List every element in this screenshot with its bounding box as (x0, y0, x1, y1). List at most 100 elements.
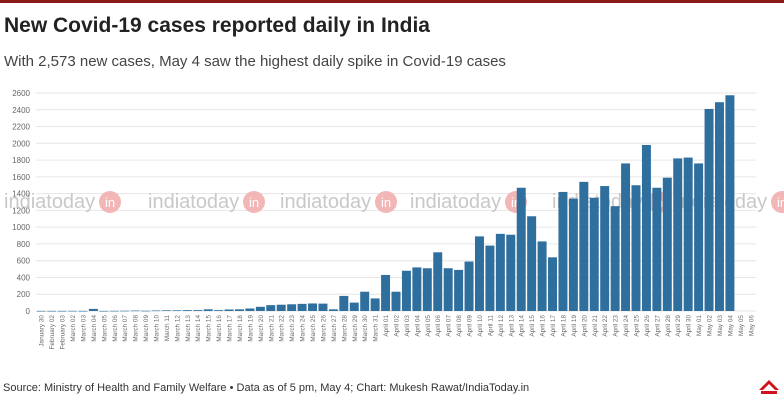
x-tick-label: March 19 (247, 315, 254, 342)
bar (266, 305, 276, 311)
x-tick-label: May 03 (717, 315, 724, 336)
x-tick-label: March 11 (164, 315, 171, 342)
x-tick-label: April 08 (456, 315, 463, 337)
bar (370, 298, 380, 311)
y-tick-label: 2200 (12, 123, 30, 132)
bar (662, 177, 672, 311)
x-tick-label: March 17 (227, 315, 234, 342)
bar (182, 310, 192, 311)
x-tick-label: March 09 (143, 315, 150, 342)
watermark-badge (243, 191, 265, 213)
x-tick-label: May 01 (696, 315, 703, 336)
bar (339, 295, 349, 311)
y-tick-label: 0 (26, 307, 31, 316)
watermark-text: indiatoday (148, 191, 239, 213)
bar (36, 310, 46, 312)
bar (68, 310, 78, 312)
x-tick-label: March 03 (80, 315, 87, 342)
x-tick-label: March 28 (341, 315, 348, 342)
watermark-text: indiatoday (410, 191, 501, 213)
x-tick-label: April 13 (508, 315, 515, 337)
bar (516, 187, 526, 311)
x-tick-label: May 04 (727, 315, 734, 336)
chart-subtitle: With 2,573 new cases, May 4 saw the high… (4, 53, 506, 70)
bar (683, 157, 693, 311)
bar (537, 241, 547, 311)
x-tick-label: February 03 (60, 315, 67, 350)
x-tick-label: March 13 (185, 315, 192, 342)
x-tick-label: March 05 (101, 315, 108, 342)
bar (725, 95, 735, 311)
y-tick-label: 1800 (12, 156, 30, 165)
x-tick-label: March 25 (310, 315, 317, 342)
bar (579, 181, 589, 311)
watermark-suffix: in (249, 195, 259, 210)
bar (506, 234, 516, 311)
bar (558, 191, 568, 311)
bar (548, 257, 558, 311)
x-tick-label: April 19 (571, 315, 578, 337)
bar (276, 304, 286, 311)
x-tick-label: March 24 (300, 315, 307, 342)
watermark-badge (771, 191, 784, 213)
bar (443, 268, 453, 311)
x-tick-label: March 12 (174, 315, 181, 342)
bar (412, 267, 422, 311)
bar (495, 233, 505, 311)
bar (224, 309, 234, 311)
x-axis: January 30 February 02 February 03 March 02… (39, 315, 756, 350)
bar (391, 291, 401, 311)
bar (255, 306, 265, 311)
y-tick-label: 400 (17, 273, 31, 282)
y-tick-label: 200 (17, 290, 31, 299)
bar (621, 163, 631, 311)
y-tick-label: 2400 (12, 106, 30, 115)
x-tick-label: April 04 (414, 315, 421, 337)
x-tick-label: April 29 (675, 315, 682, 337)
bar (527, 216, 537, 311)
bar (193, 310, 203, 311)
bar (485, 245, 495, 311)
x-tick-label: May 06 (748, 315, 755, 336)
x-tick-label: May 02 (707, 315, 714, 336)
y-tick-label: 2000 (12, 139, 30, 148)
bar (381, 274, 391, 311)
x-tick-label: April 11 (487, 315, 494, 337)
x-tick-label: March 02 (70, 315, 77, 342)
x-tick-label: March 26 (320, 315, 327, 342)
bar (568, 198, 578, 311)
bar (433, 252, 443, 311)
x-tick-label: April 17 (550, 315, 557, 337)
x-tick-label: April 28 (665, 315, 672, 337)
top-accent-bar (0, 0, 784, 3)
y-tick-label: 1200 (12, 206, 30, 215)
bar (610, 206, 620, 311)
watermark-text: indiatoday (280, 191, 371, 213)
x-tick-label: April 03 (404, 315, 411, 337)
x-tick-label: May 05 (738, 315, 745, 336)
bar (57, 310, 67, 312)
watermark-badge (99, 191, 121, 213)
bar (704, 108, 714, 311)
bar (308, 303, 318, 311)
bars (36, 95, 735, 312)
x-tick-label: April 25 (634, 315, 641, 337)
bar (172, 310, 182, 311)
bar (694, 163, 704, 311)
bar (214, 310, 224, 311)
x-tick-label: April 09 (467, 315, 474, 337)
watermark-suffix: in (105, 195, 115, 210)
x-tick-label: March 27 (331, 315, 338, 342)
bar (474, 236, 484, 311)
bar (673, 158, 683, 311)
bar (328, 309, 338, 311)
x-tick-label: March 15 (206, 315, 213, 342)
bar (151, 310, 161, 312)
bar (454, 269, 464, 311)
y-tick-label: 1000 (12, 223, 30, 232)
x-tick-label: April 12 (498, 315, 505, 337)
x-tick-label: March 18 (237, 315, 244, 342)
x-tick-label: April 24 (623, 315, 630, 337)
grid-lines (36, 92, 756, 312)
y-tick-label: 2600 (12, 89, 30, 98)
